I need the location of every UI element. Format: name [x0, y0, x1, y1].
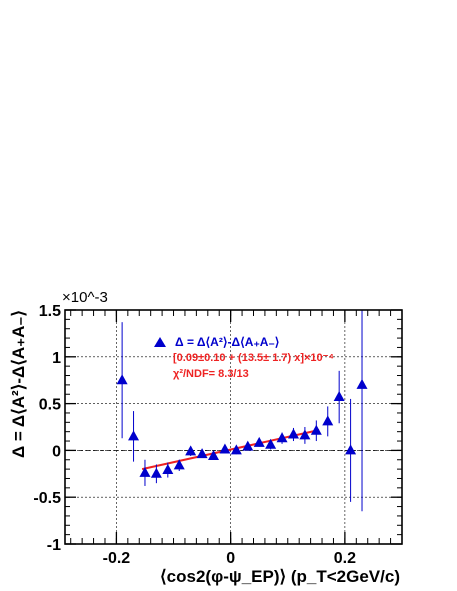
legend-marker: [154, 337, 166, 347]
fit-label: [0.09±0.10 + (13.5± 1.7) x]×10⁻⁴: [173, 352, 334, 364]
legend-label: Δ = Δ⟨A²⟩-Δ⟨A₊A₋⟩: [175, 335, 280, 349]
data-point: [139, 466, 151, 477]
data-point: [265, 438, 277, 449]
data-point: [345, 444, 357, 455]
x-tick-label: 0.2: [334, 550, 356, 567]
y-tick-label: 1: [52, 350, 61, 367]
data-point: [287, 428, 299, 439]
data-point: [185, 445, 197, 456]
data-point: [162, 464, 174, 475]
plot-frame: [64, 309, 403, 545]
legend: Δ = Δ⟨A²⟩-Δ⟨A₊A₋⟩ [0.09±0.10 + (13.5± 1.…: [154, 335, 334, 380]
data-point: [116, 374, 128, 385]
data-point: [322, 415, 334, 426]
y-multiplier: ×10^-3: [62, 289, 108, 306]
data-point: [333, 391, 345, 402]
x-tick-label: 0: [226, 550, 235, 567]
x-axis-title: ⟨cos2(φ-ψ_EP)⟩ (p_T<2GeV/c): [160, 567, 400, 586]
data-point: [230, 444, 242, 455]
data-point: [150, 467, 162, 478]
data-point: [173, 459, 185, 470]
data-point: [356, 378, 368, 389]
data-point: [276, 432, 288, 443]
x-tick-label: -0.2: [103, 550, 131, 567]
data-point: [253, 436, 265, 447]
data-point: [242, 440, 254, 451]
chi2-label: χ²/NDF= 8.3/13: [173, 368, 249, 380]
y-tick-label: -0.5: [33, 490, 61, 507]
tick-labels: -1 -0.5 0 0.5 1 1.5 -0.2 0 0.2: [33, 303, 356, 567]
data-point: [196, 448, 208, 459]
axis-ticks: [65, 309, 403, 545]
y-tick-label: 0.5: [39, 397, 61, 414]
data-point: [128, 430, 140, 441]
y-tick-label: -1: [47, 537, 61, 554]
data-points: [116, 310, 368, 512]
data-point: [219, 443, 231, 454]
y-tick-label: 1.5: [39, 303, 61, 320]
y-axis-title: Δ = Δ⟨A²⟩-Δ⟨A₊A₋⟩: [9, 310, 28, 458]
data-point: [299, 429, 311, 440]
y-tick-label: 0: [52, 443, 61, 460]
data-point: [310, 424, 322, 435]
data-point: [208, 450, 220, 461]
